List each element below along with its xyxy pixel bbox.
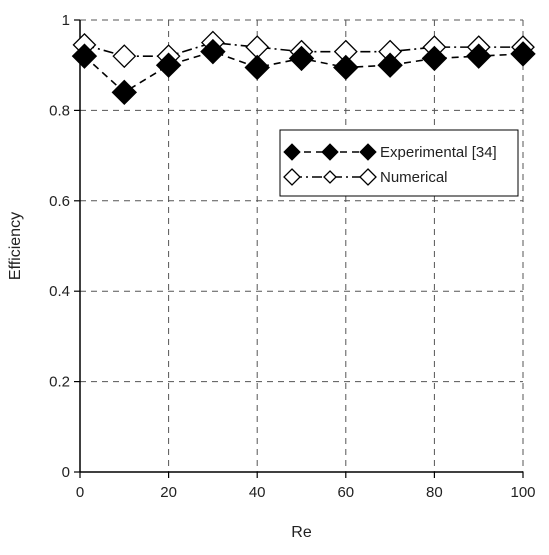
data-point-0-8: [421, 45, 448, 72]
data-point-0-3: [200, 38, 226, 65]
y-axis-title: Efficiency: [7, 212, 24, 280]
y-tick-label-5: 1: [62, 12, 70, 29]
y-tick-label-3: 0.6: [49, 193, 70, 210]
x-tick-label-0: 0: [76, 484, 84, 501]
grid: [79, 19, 524, 473]
data-point-0-7: [377, 52, 403, 78]
legend-marker-1-0: [283, 168, 301, 186]
data-point-0-1: [111, 79, 138, 106]
legend-marker-0-2: [359, 143, 377, 161]
series-experimental: [71, 38, 536, 106]
axes: [74, 19, 524, 478]
legend-marker-0-0: [283, 143, 301, 161]
data-point-0-2: [155, 52, 182, 78]
data-point-0-0: [71, 43, 98, 69]
x-tick-label-5: 100: [510, 484, 535, 501]
y-tick-label-0: 0: [62, 464, 70, 481]
data-point-0-9: [465, 43, 492, 69]
legend-label-0: Experimental [34]: [380, 144, 497, 161]
legend-box: [279, 129, 519, 197]
series: [71, 30, 536, 106]
data-point-0-5: [288, 45, 315, 72]
x-tick-label-2: 40: [249, 484, 266, 501]
data-point-0-10: [510, 41, 536, 67]
legend: Experimental [34] Numerical: [279, 129, 519, 197]
tick-labels: 0 20 40 60 80 100 0 0.2 0.4 0.6 0.8 1: [49, 12, 535, 501]
data-point-0-4: [244, 54, 270, 81]
x-tick-label-1: 20: [160, 484, 177, 501]
data-point-1-1: [112, 44, 137, 69]
y-tick-label-4: 0.8: [49, 102, 70, 119]
legend-marker-1-2: [359, 168, 377, 186]
x-tick-label-4: 80: [426, 484, 443, 501]
y-tick-label-2: 0.4: [49, 283, 70, 300]
legend-marker-0-1: [321, 143, 339, 161]
data-point-0-6: [333, 54, 359, 81]
x-axis-title: Re: [291, 524, 312, 541]
legend-marker-1-1: [323, 170, 337, 184]
legend-label-1: Numerical: [380, 169, 448, 186]
x-tick-label-3: 60: [337, 484, 354, 501]
y-tick-label-1: 0.2: [49, 374, 70, 391]
